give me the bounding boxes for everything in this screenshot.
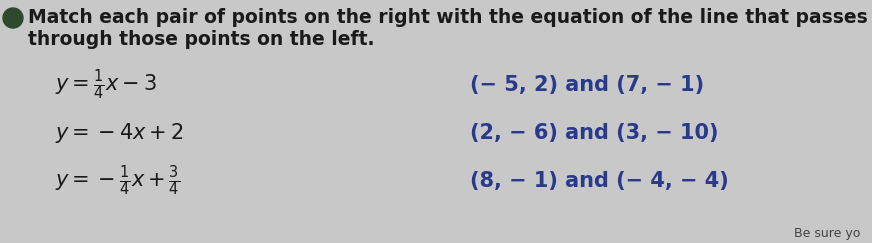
Text: through those points on the left.: through those points on the left. bbox=[28, 30, 374, 49]
Text: (− 5, 2) and (7, − 1): (− 5, 2) and (7, − 1) bbox=[470, 75, 704, 95]
Text: Match each pair of points on the right with the equation of the line that passes: Match each pair of points on the right w… bbox=[28, 8, 868, 27]
Text: Be sure yo: Be sure yo bbox=[794, 227, 860, 240]
Text: (2, − 6) and (3, − 10): (2, − 6) and (3, − 10) bbox=[470, 123, 719, 143]
Text: $y = -\frac{1}{4}x + \frac{3}{4}$: $y = -\frac{1}{4}x + \frac{3}{4}$ bbox=[55, 164, 181, 198]
Text: $y = \frac{1}{4}x - 3$: $y = \frac{1}{4}x - 3$ bbox=[55, 68, 157, 102]
Circle shape bbox=[3, 8, 23, 28]
Text: (8, − 1) and (− 4, − 4): (8, − 1) and (− 4, − 4) bbox=[470, 171, 729, 191]
Text: $y = -4x + 2$: $y = -4x + 2$ bbox=[55, 121, 183, 145]
